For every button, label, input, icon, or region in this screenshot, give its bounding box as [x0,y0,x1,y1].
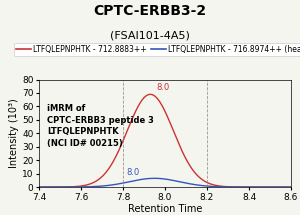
Y-axis label: Intensity (10³): Intensity (10³) [9,98,19,168]
Text: 8.0: 8.0 [127,168,140,177]
Text: iMRM of
CPTC-ERBB3 peptide 3
LTFQLEPNPHTK
(NCI ID# 00215): iMRM of CPTC-ERBB3 peptide 3 LTFQLEPNPHT… [47,104,154,148]
Legend: LTFQLEPNPHTK - 712.8883++, LTFQLEPNPHTK - 716.8974++ (heavy): LTFQLEPNPHTK - 712.8883++, LTFQLEPNPHTK … [14,43,300,56]
Text: CPTC-ERBB3-2: CPTC-ERBB3-2 [93,4,207,18]
X-axis label: Retention Time: Retention Time [128,204,202,214]
Text: 8.0: 8.0 [157,83,170,92]
Text: (FSAI101-4A5): (FSAI101-4A5) [110,30,190,40]
